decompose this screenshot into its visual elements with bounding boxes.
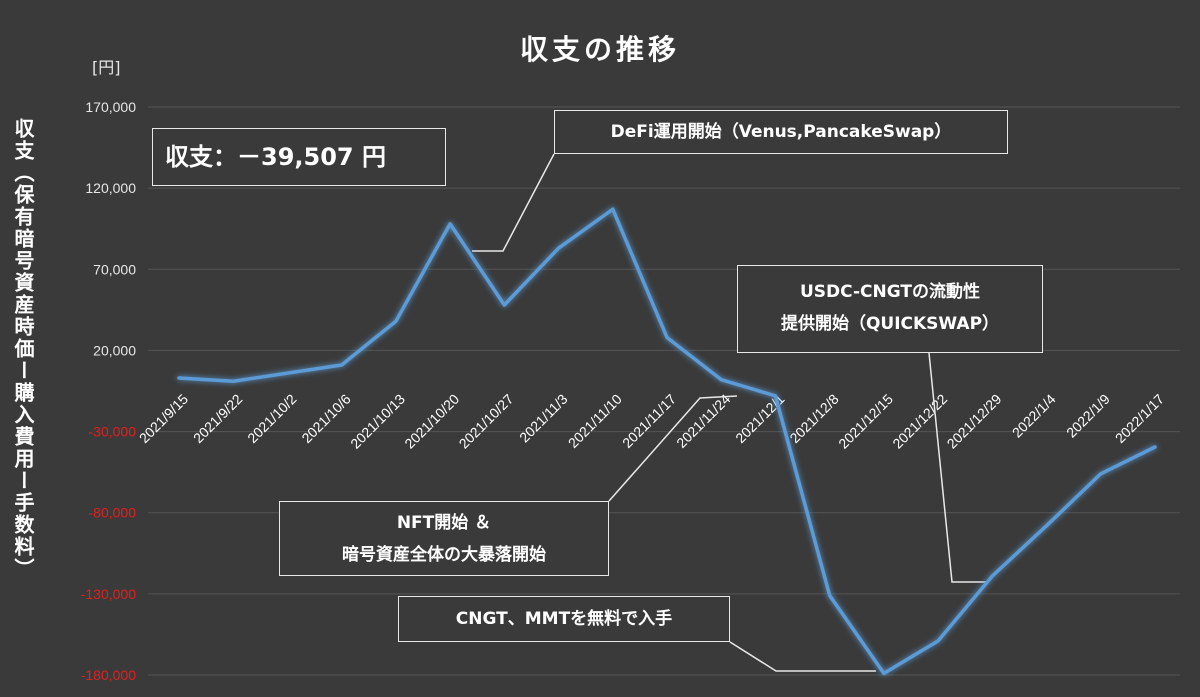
data-point [557, 246, 561, 250]
defi-annotation: DeFi運用開始（Venus,PancakeSwap） [554, 110, 1008, 154]
data-point [1099, 472, 1103, 476]
usdc-annotation-line2: 提供開始（QUICKSWAP） [780, 314, 1000, 334]
data-point [340, 363, 344, 367]
summary-annotation: 収支：－39,507 円 [152, 128, 446, 186]
y-tick-label: 20,000 [93, 342, 136, 358]
x-tick-label: 2022/1/17 [1112, 391, 1168, 447]
data-point [285, 371, 289, 375]
y-tick-label: 70,000 [93, 261, 136, 277]
data-point [665, 335, 669, 339]
x-tick-label: 2022/1/9 [1063, 391, 1113, 441]
x-tick-label: 2021/11/24 [673, 391, 733, 451]
x-tick-label: 2021/9/15 [136, 391, 192, 447]
x-tick-label: 2021/10/20 [401, 391, 462, 452]
data-point [448, 222, 452, 226]
data-point [936, 639, 940, 643]
x-tick-label: 2021/12/8 [786, 391, 842, 447]
data-point [882, 671, 886, 675]
x-tick-label: 2021/12/22 [889, 391, 950, 452]
data-point [231, 379, 235, 383]
annotation-leader-line [729, 641, 876, 672]
x-tick-label: 2021/10/13 [347, 391, 408, 452]
annotation-leader-lines [472, 153, 988, 672]
annotation-leader-line [608, 395, 738, 502]
y-tick-label: -130,000 [81, 586, 136, 602]
data-point [177, 376, 181, 380]
y-tick-label: 170,000 [85, 99, 136, 115]
x-tick-label: 2021/10/2 [244, 391, 300, 447]
data-point [773, 394, 777, 398]
x-tick-label: 2021/11/3 [516, 391, 571, 446]
nft-annotation-line1: NFT開始 ＆ [396, 513, 492, 533]
data-point [990, 574, 994, 578]
nft-annotation-line2: 暗号資産全体の大暴落開始 [342, 545, 546, 565]
x-tick-label: 2021/10/6 [298, 391, 354, 447]
data-point [611, 207, 615, 211]
annotation-leader-line [928, 352, 988, 583]
nft-annotation: NFT開始 ＆ 暗号資産全体の大暴落開始 [279, 501, 609, 576]
x-tick-label: 2021/12/15 [835, 391, 896, 452]
usdc-annotation-line1: USDC-CNGTの流動性 [799, 282, 981, 302]
data-point [502, 303, 506, 307]
series-layer [177, 207, 1157, 676]
x-tick-label: 2021/10/27 [456, 391, 517, 452]
data-point [1153, 445, 1157, 449]
usdc-annotation: USDC-CNGTの流動性 提供開始（QUICKSWAP） [737, 265, 1043, 353]
y-axis-tick-labels: 170,000 120,000 70,000 20,000 -30,000 -80,000… [81, 99, 136, 683]
y-axis-unit: [円] [92, 58, 121, 77]
y-axis-label: 収支（保有暗号資産時価ー購入費用ー手数料） [11, 118, 35, 580]
x-tick-label: 2021/12/1 [732, 391, 788, 447]
x-axis-tick-labels: 2021/9/152021/9/222021/10/22021/10/62021… [136, 391, 1168, 452]
data-point [1045, 524, 1049, 528]
y-tick-label: -80,000 [89, 505, 137, 521]
x-tick-label: 2021/11/10 [565, 391, 625, 451]
x-tick-label: 2021/9/22 [190, 391, 246, 447]
y-tick-label: -180,000 [81, 667, 136, 683]
y-tick-label: -30,000 [89, 424, 137, 440]
cngt-annotation: CNGT、MMTを無料で入手 [398, 596, 730, 642]
y-tick-label: 120,000 [85, 180, 136, 196]
gridlines [148, 106, 1180, 676]
x-tick-label: 2022/1/4 [1009, 391, 1059, 441]
chart-title: 収支の推移 [519, 33, 680, 66]
data-point [719, 378, 723, 382]
data-point [394, 319, 398, 323]
annotation-leader-line [472, 153, 555, 252]
x-tick-label: 2021/11/17 [619, 391, 679, 451]
x-tick-label: 2021/12/29 [944, 391, 1005, 452]
data-point [828, 593, 832, 597]
